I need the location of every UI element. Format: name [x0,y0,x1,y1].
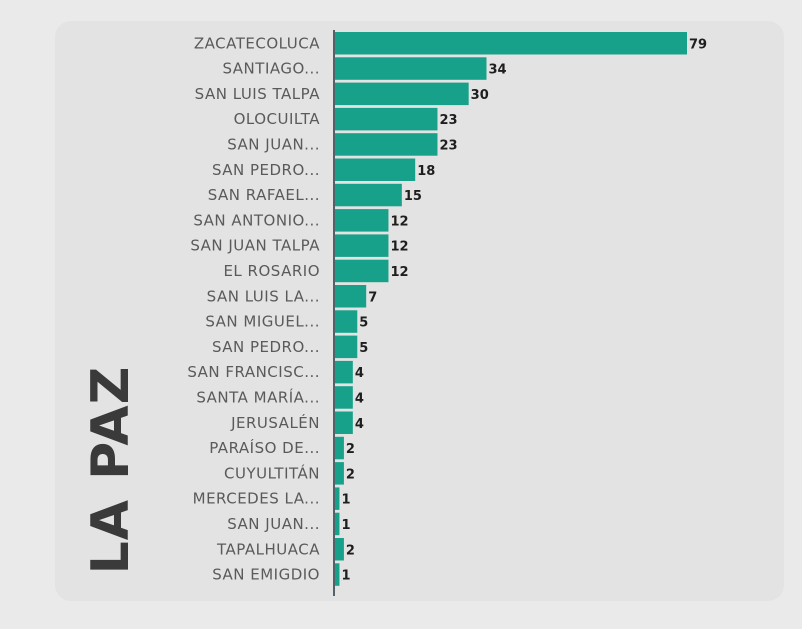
category-label: MERCEDES LA... [193,490,320,508]
category-label: SAN MIGUEL... [205,313,320,331]
category-label: SAN LUIS LA... [207,287,320,305]
bar [335,386,353,409]
bar [335,82,469,106]
bar [335,563,340,586]
category-label: SANTIAGO... [223,60,321,78]
category-label: SAN RAFAEL... [208,186,320,204]
value-label: 12 [390,265,408,280]
bar [335,360,353,384]
value-label: 1 [341,569,350,584]
bar [335,310,358,333]
category-label: SAN ANTONIO... [193,211,320,229]
value-label: 30 [471,88,489,103]
category-label: SAN JUAN... [227,135,320,153]
value-label: 12 [390,240,408,255]
category-label: EL ROSARIO [223,262,320,280]
bar [335,462,344,485]
bar [335,183,402,207]
bar [335,32,687,55]
value-label: 1 [341,493,350,508]
value-label: 12 [390,214,408,229]
category-label: PARAÍSO DE... [209,438,320,457]
category-label: JERUSALÉN [230,413,320,432]
value-label: 4 [355,366,364,381]
bar [335,335,358,359]
category-label: SAN PEDRO... [212,161,320,179]
bar [335,158,416,181]
value-label: 18 [417,164,435,179]
category-label: SAN PEDRO... [212,338,320,356]
value-label: 7 [368,290,377,305]
bar [335,512,340,536]
bar [335,259,389,283]
value-label: 2 [346,442,355,457]
bar [335,285,367,308]
bar [335,133,438,156]
value-label: 5 [359,341,368,356]
category-label: SANTA MARÍA... [196,387,320,406]
category-label: SAN JUAN... [227,515,320,533]
bar [335,57,487,80]
value-label: 2 [346,467,355,482]
category-label: SAN JUAN TALPA [190,237,320,255]
bar [335,487,340,510]
bar [335,107,438,131]
value-label: 4 [355,417,364,432]
bar [335,538,344,561]
category-label: SAN FRANCISC... [187,363,320,381]
bar [335,436,344,460]
category-label: ZACATECOLUCA [194,34,320,52]
category-label: CUYULTITÁN [224,463,320,482]
bar [335,209,389,232]
value-label: 79 [689,37,707,52]
value-label: 23 [439,138,457,153]
value-label: 2 [346,543,355,558]
value-label: 4 [355,391,364,406]
category-label: OLOCUILTA [234,110,321,128]
bar [335,411,353,434]
category-label: SAN EMIGDIO [212,566,320,584]
value-label: 23 [439,113,457,128]
category-label: TAPALHUACA [216,540,320,558]
value-label: 1 [341,518,350,533]
category-label: SAN LUIS TALPA [195,85,321,103]
value-label: 15 [404,189,422,204]
value-label: 5 [359,316,368,331]
bar [335,234,389,257]
value-label: 34 [488,63,506,78]
